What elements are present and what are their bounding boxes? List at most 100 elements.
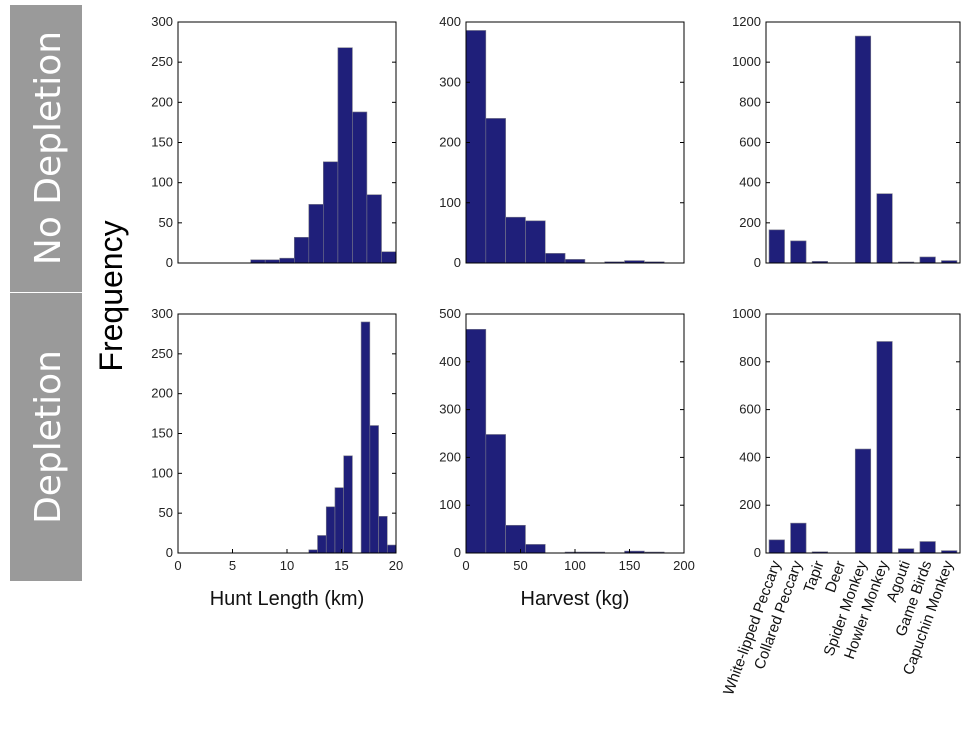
y-tick-label: 200 <box>439 135 461 150</box>
bar-howler-monkey <box>876 193 893 264</box>
x-tick-label: 5 <box>229 558 236 573</box>
y-tick-label: 150 <box>151 426 173 441</box>
x-tick-label: 0 <box>174 558 181 573</box>
row-label-no-depletion: No Depletion <box>28 31 69 265</box>
histogram-bar <box>343 455 353 554</box>
histogram-bar <box>334 487 344 554</box>
y-tick-label: 400 <box>739 175 761 190</box>
axes-frame <box>465 313 685 554</box>
y-tick-label: 300 <box>439 402 461 417</box>
y-tick-label: 600 <box>739 135 761 150</box>
histogram-bar <box>386 544 397 554</box>
row-label-depletion: Depletion <box>28 350 69 524</box>
histogram-bar <box>325 506 336 554</box>
bar-howler-monkey <box>876 341 893 554</box>
histogram-bar <box>378 516 388 554</box>
y-tick-label: 0 <box>166 255 173 270</box>
panel-hunt-nodepletion: 0 50 100 150 200 250 300 <box>151 14 397 270</box>
y-tick-label: 0 <box>454 545 461 560</box>
x-tick-label: 0 <box>462 558 469 573</box>
axes-frame <box>765 21 961 264</box>
y-tick-label: 800 <box>739 354 761 369</box>
y-tick-label: 200 <box>739 497 761 512</box>
x-tick-label: 20 <box>389 558 403 573</box>
panel-species-nodepletion: 0 200 400 600 800 1000 1200 <box>732 14 961 270</box>
y-tick-label: 400 <box>439 14 461 29</box>
panel-hunt-depletion: 0 5 10 15 20 Hunt Length (km) 0 50 100 150 200 250 3… <box>151 306 403 610</box>
y-tick-label: 250 <box>151 54 173 69</box>
axes-frame <box>177 313 397 554</box>
panel-harvest-nodepletion: 0 100 200 300 400 <box>439 14 685 270</box>
bar-game-birds <box>919 541 936 554</box>
histogram-bar <box>293 236 310 264</box>
y-tick-label: 300 <box>151 306 173 321</box>
panel-harvest-depletion: 0 50 100 150 200 Harvest (kg) 0 100 200 300 400 500 <box>439 306 695 610</box>
histogram-bar <box>352 111 368 264</box>
y-tick-label: 0 <box>454 255 461 270</box>
y-tick-label: 0 <box>166 545 173 560</box>
axes-frame <box>465 21 685 264</box>
histogram-bar <box>308 204 324 264</box>
histogram-bar <box>544 253 566 264</box>
y-tick-label: 100 <box>439 497 461 512</box>
histogram-bar <box>465 328 487 554</box>
x-axis-label: Harvest (kg) <box>521 588 630 610</box>
y-tick-label: 100 <box>151 465 173 480</box>
histogram-bar <box>366 194 382 264</box>
y-tick-label: 300 <box>439 74 461 89</box>
histogram-bar <box>564 259 586 264</box>
bar-collared-peccary <box>790 240 807 264</box>
y-tick-label: 1000 <box>732 306 761 321</box>
row-band-no-depletion: No Depletion <box>10 5 82 292</box>
y-tick-label: 800 <box>739 94 761 109</box>
histogram-bar <box>485 434 506 554</box>
y-tick-label: 400 <box>739 449 761 464</box>
y-tick-label: 50 <box>159 215 173 230</box>
bar-game-birds <box>919 256 936 264</box>
bar-white-lipped-peccary <box>768 229 785 264</box>
y-tick-label: 100 <box>439 195 461 210</box>
histogram-bar <box>381 251 397 264</box>
y-tick-label: 0 <box>754 255 761 270</box>
axes-frame <box>765 313 961 554</box>
y-tick-label: 200 <box>739 215 761 230</box>
y-tick-label: 150 <box>151 135 173 150</box>
histogram-bar <box>485 118 506 264</box>
histogram-bar <box>525 544 546 554</box>
x-tick-label: 10 <box>280 558 294 573</box>
axes-frame <box>177 21 397 264</box>
y-tick-label: 300 <box>151 14 173 29</box>
histogram-bar <box>369 425 379 554</box>
histogram-bar <box>322 161 339 264</box>
bar-agouti <box>898 548 915 554</box>
y-tick-label: 200 <box>439 449 461 464</box>
bar-white-lipped-peccary <box>768 539 785 554</box>
y-tick-label: 0 <box>754 545 761 560</box>
y-tick-label: 1200 <box>732 14 761 29</box>
bar-collared-peccary <box>790 522 807 554</box>
histogram-bar <box>317 535 327 554</box>
y-tick-label: 50 <box>159 505 173 520</box>
y-tick-label: 600 <box>739 402 761 417</box>
histogram-bar <box>465 30 487 264</box>
x-tick-label: 150 <box>619 558 641 573</box>
y-tick-label: 100 <box>151 175 173 190</box>
histogram-bar <box>279 257 295 264</box>
y-tick-label: 1000 <box>732 54 761 69</box>
histogram-bar <box>360 321 371 554</box>
y-axis-label: Frequency <box>93 220 129 371</box>
x-tick-label: 50 <box>513 558 527 573</box>
x-axis-label: Hunt Length (km) <box>210 588 365 610</box>
bar-spider-monkey <box>854 35 872 264</box>
y-tick-label: 200 <box>151 94 173 109</box>
histogram-bar <box>505 216 526 264</box>
bar-spider-monkey <box>854 448 872 554</box>
x-tick-label: 200 <box>673 558 695 573</box>
histogram-bar <box>505 524 526 554</box>
y-tick-label: 500 <box>439 306 461 321</box>
histogram-bar <box>337 47 353 264</box>
histogram-bar <box>525 220 546 264</box>
y-tick-label: 400 <box>439 354 461 369</box>
